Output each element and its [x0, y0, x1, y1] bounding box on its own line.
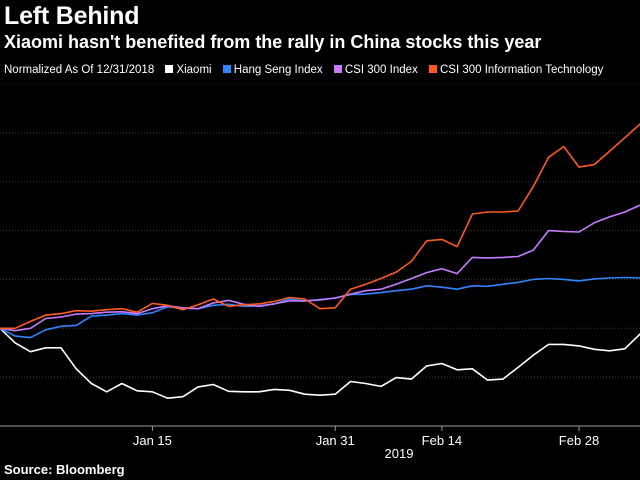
- legend-item-xiaomi: Xiaomi: [165, 64, 212, 76]
- legend-swatch-hang-seng: [222, 65, 231, 73]
- x-axis-label: 2019: [385, 446, 414, 460]
- legend-label-xiaomi: Xiaomi: [176, 64, 212, 76]
- legend: Normalized As Of 12/31/2018 Xiaomi Hang …: [4, 64, 640, 82]
- legend-swatch-xiaomi: [165, 65, 174, 73]
- line-chart: Jan 15 Jan 31 Feb 14 Feb 28 2019: [0, 84, 640, 460]
- series-lines: [0, 123, 640, 400]
- x-axis-ticks: Jan 15 Jan 31 Feb 14 Feb 28: [133, 426, 599, 448]
- legend-item-csi-300: CSI 300 Index: [333, 64, 418, 76]
- legend-note: Normalized As Of 12/31/2018: [4, 64, 155, 76]
- x-tick-label: Feb 28: [559, 433, 599, 448]
- legend-item-csi-300-it: CSI 300 Information Technology: [428, 64, 604, 76]
- legend-item-hang-seng: Hang Seng Index: [222, 64, 323, 76]
- legend-swatch-csi-300: [333, 65, 342, 73]
- legend-label-csi-300: CSI 300 Index: [344, 64, 418, 76]
- x-tick-label: Jan 31: [316, 433, 355, 448]
- series-line-csi-300-index: [0, 204, 640, 332]
- series-line-csi-300-information-technology: [0, 123, 640, 330]
- x-tick-label: Feb 14: [422, 433, 462, 448]
- legend-swatch-csi-300-it: [428, 65, 437, 73]
- gridlines: [0, 84, 640, 378]
- series-line-xiaomi: [0, 327, 640, 400]
- legend-label-csi-300-it: CSI 300 Information Technology: [439, 64, 604, 76]
- chart-subtitle: Xiaomi hasn't benefited from the rally i…: [4, 32, 542, 52]
- x-tick-label: Jan 15: [133, 433, 172, 448]
- chart-title: Left Behind: [4, 2, 140, 30]
- legend-label-hang-seng: Hang Seng Index: [233, 64, 323, 76]
- source-note: Source: Bloomberg: [4, 462, 125, 477]
